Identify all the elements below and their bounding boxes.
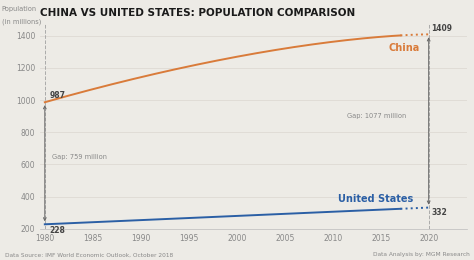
- Text: Gap: 759 million: Gap: 759 million: [53, 154, 108, 160]
- Text: Gap: 1077 million: Gap: 1077 million: [347, 113, 406, 119]
- Text: CHINA VS UNITED STATES: POPULATION COMPARISON: CHINA VS UNITED STATES: POPULATION COMPA…: [40, 8, 355, 18]
- Text: China: China: [388, 43, 419, 53]
- Text: United States: United States: [337, 194, 413, 204]
- Text: 987: 987: [50, 91, 65, 100]
- Text: 1409: 1409: [431, 24, 453, 33]
- Text: Population: Population: [1, 6, 36, 12]
- Text: 332: 332: [431, 208, 447, 217]
- Text: (in millions): (in millions): [1, 19, 41, 25]
- Text: Data Analysis by: MGM Research: Data Analysis by: MGM Research: [373, 252, 469, 257]
- Text: Data Source: IMF World Economic Outlook, October 2018: Data Source: IMF World Economic Outlook,…: [5, 252, 173, 257]
- Text: 228: 228: [50, 226, 65, 235]
